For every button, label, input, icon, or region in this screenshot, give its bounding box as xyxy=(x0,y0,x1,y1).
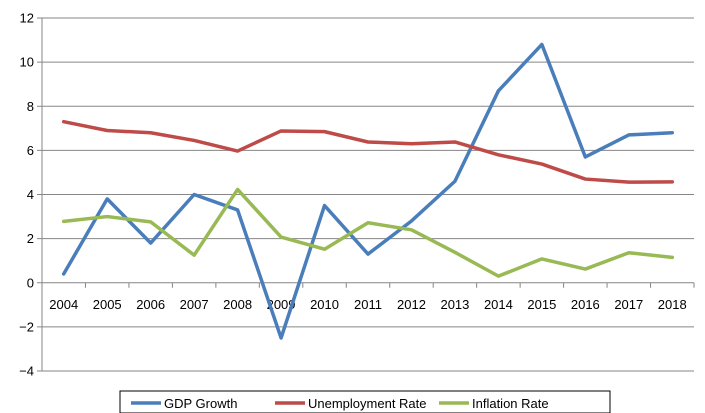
x-tick-label: 2005 xyxy=(93,297,122,312)
legend-label: Inflation Rate xyxy=(472,396,549,411)
x-tick-label: 2006 xyxy=(136,297,165,312)
x-tick-label: 2010 xyxy=(310,297,339,312)
x-tick-label: 2017 xyxy=(614,297,643,312)
x-tick-label: 2011 xyxy=(354,297,382,312)
x-tick-label: 2018 xyxy=(658,297,687,312)
legend: GDP Growth Unemployment Rate Inflation Rat… xyxy=(119,390,611,413)
series-lines xyxy=(61,42,675,340)
x-tick-label: 2013 xyxy=(440,297,469,312)
y-tick-label: −4 xyxy=(19,364,34,379)
y-tick-label: 12 xyxy=(20,11,34,26)
y-tick-label: 6 xyxy=(27,143,34,158)
x-tick-label: 2014 xyxy=(484,297,513,312)
axes xyxy=(37,17,695,372)
y-tick-label: 4 xyxy=(27,187,34,202)
series-line-gdp-growth xyxy=(61,42,675,340)
x-tick-label: 2008 xyxy=(223,297,252,312)
legend-box xyxy=(119,390,611,413)
x-tick-label: 2009 xyxy=(267,297,296,312)
x-tick-label: 2016 xyxy=(571,297,600,312)
x-tick-labels: 2004 2005 2006 2007 2008 2009 2010 2011 2012 2013… xyxy=(49,297,686,312)
legend-label: GDP Growth xyxy=(164,396,237,411)
gridlines xyxy=(42,17,694,372)
series-line-inflation-rate xyxy=(61,187,675,278)
x-tick-label: 2007 xyxy=(180,297,209,312)
series-line-unemployment-rate xyxy=(61,119,675,184)
y-tick-label: −2 xyxy=(19,319,34,334)
y-tick-label: 0 xyxy=(27,275,34,290)
y-tick-label: 8 xyxy=(27,99,34,114)
x-tick-label: 2015 xyxy=(527,297,556,312)
y-tick-label: 10 xyxy=(20,55,34,70)
x-tick-label: 2012 xyxy=(397,297,426,312)
y-tick-label: 2 xyxy=(27,231,34,246)
x-tick-label: 2004 xyxy=(49,297,78,312)
legend-label: Unemployment Rate xyxy=(308,396,427,411)
y-tick-labels: −4 −2 0 2 4 6 8 10 12 xyxy=(19,11,34,379)
